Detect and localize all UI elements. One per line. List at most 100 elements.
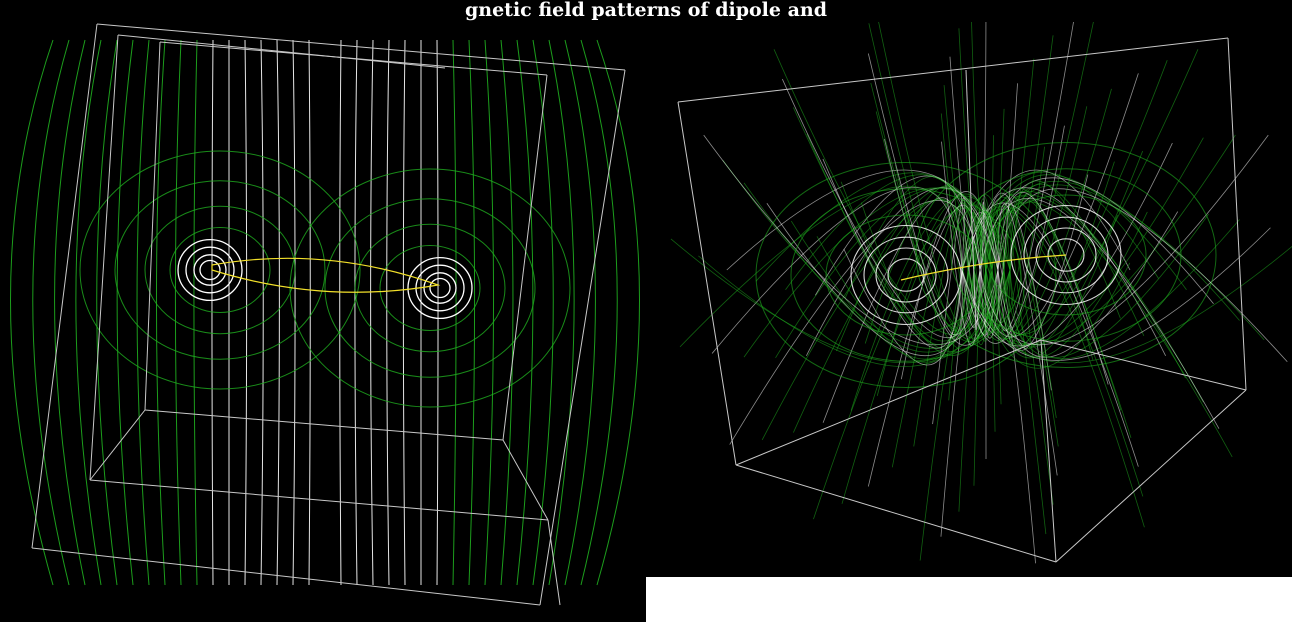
box-edge: [31, 547, 541, 606]
current-loop: [211, 257, 441, 293]
inner-loop: [1047, 238, 1085, 272]
field-line: [1009, 199, 1132, 438]
box-edge: [1055, 389, 1247, 563]
inner-loop: [199, 259, 221, 281]
field-line: [500, 39, 514, 586]
box-edge: [89, 479, 549, 521]
field-line: [228, 39, 231, 586]
box-edge: [965, 69, 977, 331]
field-line: [997, 13, 1076, 332]
field-line: [564, 39, 596, 586]
outer-loop: [915, 142, 1217, 368]
outer-loop: [950, 168, 1182, 342]
field-line: [781, 78, 981, 339]
box-edge: [117, 34, 446, 69]
field-line: [961, 142, 1173, 347]
field-line: [985, 60, 1168, 336]
field-line: [32, 39, 70, 586]
field-line: [726, 169, 999, 271]
inner-loop: [415, 264, 465, 312]
box-edge: [735, 464, 1057, 563]
inner-loop: [193, 254, 227, 286]
field-line: [979, 73, 1139, 338]
box-edge: [96, 23, 626, 71]
field-line: [452, 39, 457, 586]
field-line: [867, 204, 981, 487]
left-field-lines: [10, 39, 640, 586]
field-line: [548, 39, 575, 586]
field-line: [973, 262, 1131, 369]
box-edge: [677, 101, 737, 466]
field-line: [973, 88, 1112, 340]
field-line: [822, 158, 963, 349]
outer-loop: [79, 150, 361, 390]
field-line: [516, 39, 534, 586]
field-line: [967, 205, 1144, 497]
field-line: [973, 134, 1236, 346]
field-line: [967, 137, 1204, 346]
field-line: [155, 39, 166, 586]
box-edge: [677, 37, 1229, 103]
inner-loop: [863, 236, 949, 314]
field-line: [260, 39, 264, 586]
field-line: [997, 191, 1109, 385]
inner-loop: [850, 224, 962, 326]
field-line: [1009, 183, 1145, 337]
outer-loop: [755, 162, 1057, 388]
field-line: [292, 39, 296, 586]
box-edge: [539, 69, 626, 606]
field-line: [468, 39, 476, 586]
field-line: [1009, 219, 1240, 360]
field-line: [116, 39, 134, 586]
field-line: [386, 39, 390, 586]
field-line: [949, 56, 999, 336]
outer-loop: [324, 198, 536, 378]
field-line: [174, 39, 182, 586]
field-line: [1002, 206, 1054, 505]
outer-loop: [144, 205, 296, 335]
field-line: [193, 39, 198, 586]
field-line: [743, 182, 987, 353]
field-line: [711, 186, 963, 354]
field-line: [755, 172, 993, 282]
outer-loop: [379, 245, 481, 331]
box-edge: [502, 74, 548, 441]
field-line: [785, 174, 987, 290]
box-edge: [1040, 339, 1057, 563]
right-field-svg: [670, 0, 1292, 564]
inner-loop: [407, 256, 473, 320]
field-line: [1003, 180, 1121, 319]
field-line: [10, 39, 54, 586]
current-loop: [900, 254, 1067, 281]
field-line: [973, 204, 987, 486]
box-edge: [144, 409, 504, 441]
outer-loop: [114, 180, 326, 360]
field-line: [985, 201, 1233, 458]
left-field-svg: [10, 23, 640, 606]
inner-loop: [429, 277, 451, 299]
field-line: [308, 39, 311, 586]
outer-loop: [790, 188, 1022, 362]
field-line: [775, 187, 1005, 359]
field-line: [816, 236, 969, 363]
outer-loop: [354, 223, 506, 353]
field-line: [961, 227, 1271, 361]
field-line: [276, 39, 280, 586]
inner-loop: [423, 272, 457, 304]
field-line: [96, 39, 118, 586]
left-field-visualization: [0, 0, 646, 622]
inner-loop: [875, 247, 937, 303]
field-line: [843, 248, 963, 366]
outer-loop: [985, 194, 1147, 316]
box-edge: [89, 34, 119, 481]
field-line: [979, 198, 1220, 429]
field-line: [1003, 0, 1099, 330]
field-line: [596, 39, 640, 586]
inner-loop: [1010, 204, 1122, 306]
field-line: [958, 207, 993, 512]
right-field-lines: [670, 0, 1292, 564]
field-line: [961, 0, 987, 328]
field-line: [532, 39, 554, 586]
inner-loop: [1023, 216, 1109, 294]
inner-loop: [1035, 227, 1097, 283]
